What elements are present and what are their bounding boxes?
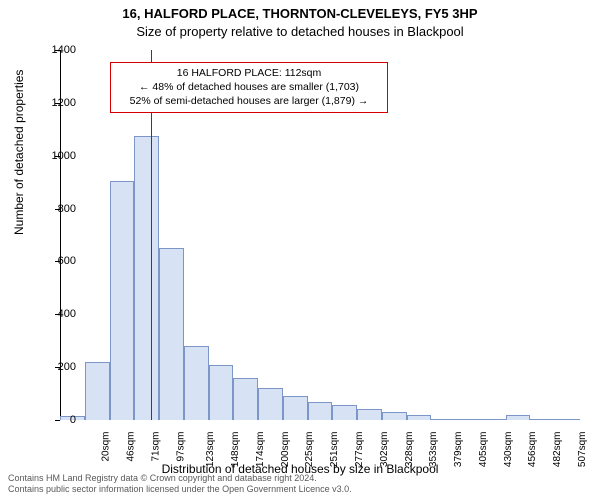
y-tick-label: 200: [58, 361, 76, 373]
y-tick-mark: [55, 261, 60, 262]
y-tick-mark: [55, 103, 60, 104]
y-tick-mark: [55, 314, 60, 315]
footer-line: Contains HM Land Registry data © Crown c…: [8, 473, 352, 485]
histogram-bar: [456, 419, 481, 420]
x-tick-label: 71sqm: [150, 432, 161, 462]
histogram-bar: [233, 378, 258, 420]
histogram-bar: [555, 419, 580, 420]
histogram-bar: [530, 419, 555, 420]
histogram-bar: [308, 402, 333, 421]
histogram-bar: [258, 388, 283, 420]
y-tick-mark: [55, 209, 60, 210]
x-tick-label: 46sqm: [126, 432, 137, 462]
y-tick-label: 800: [58, 203, 76, 215]
chart-supertitle: 16, HALFORD PLACE, THORNTON-CLEVELEYS, F…: [0, 6, 600, 21]
histogram-bar: [431, 419, 456, 420]
footer-line: Contains public sector information licen…: [8, 484, 352, 496]
histogram-bar: [407, 415, 432, 420]
y-tick-mark: [55, 367, 60, 368]
histogram-bar: [209, 365, 234, 421]
y-tick-label: 0: [70, 414, 76, 426]
y-axis-label: Number of detached properties: [12, 70, 26, 235]
annotation-line: 52% of semi-detached houses are larger (…: [117, 94, 381, 108]
histogram-bar: [481, 419, 506, 420]
y-tick-label: 600: [58, 255, 76, 267]
annotation-box: 16 HALFORD PLACE: 112sqm ← 48% of detach…: [110, 62, 388, 113]
y-tick-mark: [55, 420, 60, 421]
chart-subtitle: Size of property relative to detached ho…: [0, 24, 600, 39]
histogram-bar: [283, 396, 308, 420]
x-tick-label: 20sqm: [101, 432, 112, 462]
histogram-bar: [134, 136, 159, 420]
histogram-bar: [506, 415, 531, 420]
y-tick-label: 400: [58, 308, 76, 320]
annotation-line: 16 HALFORD PLACE: 112sqm: [117, 66, 381, 80]
histogram-bar: [85, 362, 110, 420]
annotation-line: ← 48% of detached houses are smaller (1,…: [117, 80, 381, 94]
histogram-bar: [332, 405, 357, 420]
histogram-bar: [110, 181, 135, 420]
histogram-bar: [184, 346, 209, 420]
x-tick-label: 97sqm: [175, 432, 186, 462]
histogram-bar: [382, 412, 407, 420]
footer-attribution: Contains HM Land Registry data © Crown c…: [8, 473, 352, 496]
y-tick-mark: [55, 156, 60, 157]
histogram-bar: [357, 409, 382, 420]
histogram-bar: [159, 248, 184, 420]
y-tick-mark: [55, 50, 60, 51]
